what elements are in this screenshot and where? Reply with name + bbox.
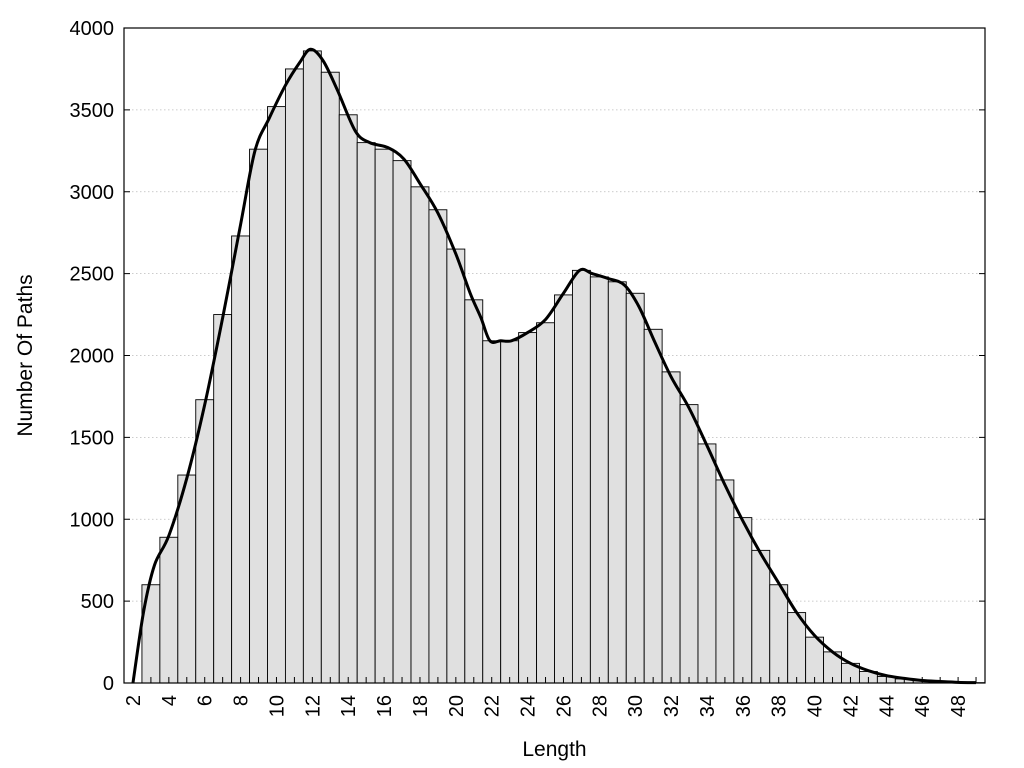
- bar-33: [679, 404, 699, 684]
- bar-4: [159, 536, 179, 684]
- x-tick-label: 20: [446, 695, 468, 717]
- x-tick-label: 34: [697, 695, 719, 717]
- x-axis-title: Length: [522, 738, 586, 761]
- x-tick-label: 32: [661, 695, 683, 717]
- x-tick-label: 22: [482, 695, 504, 717]
- bar-34: [697, 443, 717, 684]
- y-tick-label: 2500: [70, 264, 115, 286]
- bar-23: [500, 340, 520, 684]
- x-tick-label: 8: [231, 695, 253, 706]
- x-tick-label: 10: [266, 695, 288, 717]
- bar-37: [751, 549, 771, 684]
- x-tick-label: 44: [876, 695, 898, 717]
- x-tick-label: 36: [733, 695, 755, 717]
- smooth-curve-series: [131, 47, 977, 685]
- y-tick-label: 500: [81, 591, 114, 613]
- x-tick-label: 28: [589, 695, 611, 717]
- bar-8: [231, 235, 251, 684]
- bar-19: [428, 209, 448, 684]
- y-tick-label: 3000: [70, 182, 115, 204]
- x-tick-label: 16: [374, 695, 396, 717]
- y-tick-label: 2000: [70, 346, 115, 368]
- bar-5: [177, 474, 197, 684]
- bar-13: [320, 71, 340, 684]
- grid-lines: [124, 109, 985, 602]
- x-tick-label: 40: [805, 695, 827, 717]
- bar-12: [302, 50, 322, 684]
- y-tick-label: 1000: [70, 509, 115, 531]
- x-tick-label: 4: [159, 695, 181, 706]
- bar-22: [482, 340, 502, 684]
- bar-25: [536, 322, 555, 684]
- bar-24: [518, 332, 538, 684]
- bar-38: [769, 584, 789, 684]
- x-tick-label: 48: [948, 695, 970, 717]
- bar-7: [213, 314, 233, 684]
- bar-18: [410, 186, 430, 684]
- bar-28: [589, 276, 609, 684]
- bar-29: [607, 281, 627, 684]
- x-tick-label: 46: [912, 695, 934, 717]
- x-tick-label: 6: [195, 695, 217, 706]
- bar-40: [805, 636, 825, 684]
- x-tick-label: 14: [338, 695, 360, 717]
- x-tick-label: 42: [840, 695, 862, 717]
- bar-16: [374, 148, 394, 684]
- x-tick-label: 38: [769, 695, 791, 717]
- bar-21: [464, 299, 484, 684]
- x-tick-label: 12: [302, 695, 324, 717]
- bar-32: [661, 371, 681, 684]
- y-axis-ticks: 0 500 1000 1500 2000 2500 3000 3500 4000: [70, 18, 985, 695]
- bar-31: [643, 328, 663, 684]
- x-tick-label: 2: [123, 695, 145, 706]
- bar-26: [554, 294, 573, 684]
- bar-20: [446, 248, 466, 684]
- bar-15: [356, 142, 376, 684]
- bar-30: [625, 292, 645, 684]
- bar-11: [284, 68, 304, 684]
- bar-6: [195, 399, 215, 684]
- x-tick-label: 26: [553, 695, 575, 717]
- bar-36: [733, 517, 753, 684]
- bar-14: [338, 114, 358, 684]
- y-axis-title: Number Of Paths: [14, 274, 37, 436]
- y-tick-label: 4000: [70, 18, 115, 40]
- x-tick-label: 30: [625, 695, 647, 717]
- y-tick-label: 3500: [70, 100, 115, 122]
- x-axis-ticks: 2 4 6 8 10 12 14 16 18 20 22 24 26 28 30 32 34 36 38 40 42 44…: [123, 677, 977, 717]
- y-tick-label: 1500: [70, 427, 115, 449]
- bar-series: [141, 50, 986, 684]
- x-tick-label: 18: [410, 695, 432, 717]
- bar-9: [249, 148, 268, 684]
- bar-35: [715, 479, 735, 684]
- y-tick-label: 0: [103, 673, 114, 695]
- bar-27: [571, 269, 591, 684]
- x-tick-label: 24: [518, 695, 540, 717]
- smooth-curve: [131, 47, 977, 685]
- bar-17: [392, 160, 412, 684]
- bar-10: [267, 106, 286, 684]
